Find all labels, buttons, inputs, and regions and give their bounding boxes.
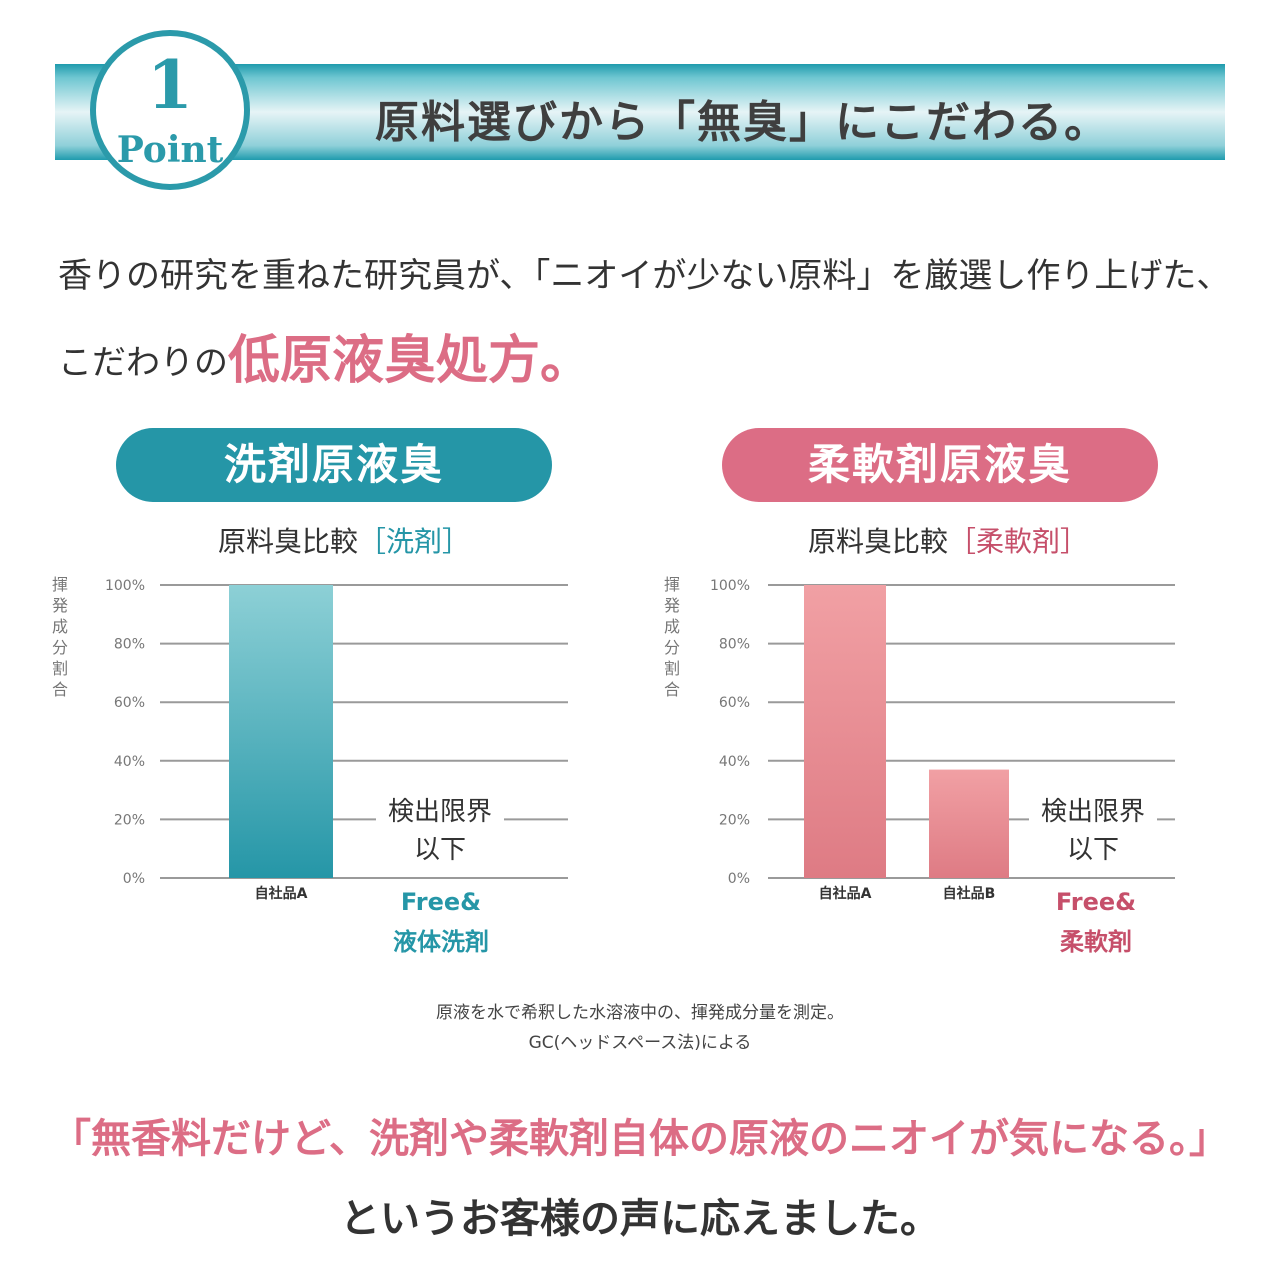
detergent-subtitle-accent: ［洗剤］ — [358, 525, 471, 558]
detergent-y-axis-label: 合 — [52, 680, 68, 699]
softener-annotation-bg — [1029, 790, 1157, 866]
point-number: 1 — [147, 46, 193, 124]
softener-subtitle-prefix: 原料臭比較 — [808, 525, 949, 558]
detergent-y-tick: 40% — [114, 754, 145, 770]
detergent-pill: 洗剤原液臭 — [116, 428, 552, 502]
softener-y-axis-label: 分 — [664, 638, 680, 657]
point-badge: 1 Point — [90, 30, 250, 190]
intro-line-2-prefix: こだわりの — [58, 343, 228, 383]
softener-category-label: 自社品A — [819, 885, 872, 902]
detergent-y-axis-label: 成 — [52, 617, 68, 636]
detergent-category-label: 自社品A — [255, 885, 308, 902]
softener-y-axis-label: 発 — [664, 596, 680, 615]
detergent-chart-subtitle: 原料臭比較［洗剤］ — [218, 520, 470, 560]
detergent-annotation: 以下 — [414, 835, 466, 865]
measurement-note-2: GC(ヘッドスペース法)による — [528, 1033, 752, 1053]
detergent-y-axis-label: 発 — [52, 596, 68, 615]
softener-y-axis-label: 合 — [664, 680, 680, 699]
softener-y-tick: 20% — [719, 812, 750, 828]
detergent-y-tick: 20% — [114, 812, 145, 828]
customer-quote: 「無香料だけど、洗剤や柔軟剤自体の原液のニオイが気になる。」 — [51, 1116, 1229, 1162]
detergent-y-axis-label: 割 — [52, 659, 68, 678]
banner-title: 原料選びから「無臭」にこだわる。 — [375, 97, 1111, 148]
detergent-y-axis-label: 揮 — [52, 575, 68, 594]
softener-subtitle-accent: ［柔軟剤］ — [948, 525, 1089, 558]
detergent-subtitle-prefix: 原料臭比較 — [218, 525, 359, 558]
softener-chart-subtitle: 原料臭比較［柔軟剤］ — [808, 520, 1088, 560]
intro-line-2: こだわりの低原液臭処方。 — [58, 318, 592, 393]
detergent-y-axis-label: 分 — [52, 638, 68, 657]
softener-y-axis-label: 割 — [664, 659, 680, 678]
detergent-bar — [229, 585, 333, 878]
title-banner — [55, 64, 1225, 160]
softener-y-tick: 100% — [710, 578, 750, 594]
softener-annotation: 以下 — [1067, 835, 1119, 865]
softener-y-axis-label: 成 — [664, 617, 680, 636]
detergent-y-tick: 0% — [123, 871, 145, 887]
softener-category-label: 自社品B — [943, 885, 996, 902]
softener-y-tick: 0% — [728, 871, 750, 887]
point-label: Point — [116, 129, 224, 171]
softener-product-label: Free& — [1056, 888, 1136, 916]
softener-annotation: 検出限界 — [1041, 797, 1145, 827]
detergent-annotation: 検出限界 — [388, 797, 492, 827]
softener-y-tick: 40% — [719, 754, 750, 770]
softener-y-axis-label: 揮 — [664, 575, 680, 594]
detergent-y-tick: 80% — [114, 637, 145, 653]
softener-product-label: 柔軟剤 — [1060, 928, 1132, 956]
detergent-product-label: Free& — [401, 888, 481, 916]
intro-highlight: 低原液臭処方。 — [228, 331, 593, 391]
softener-y-tick: 80% — [719, 637, 750, 653]
softener-bar — [929, 769, 1009, 878]
detergent-product-label: 液体洗剤 — [393, 928, 489, 956]
detergent-annotation-bg — [376, 790, 504, 866]
detergent-y-tick: 100% — [105, 578, 145, 594]
softener-y-tick: 60% — [719, 695, 750, 711]
softener-pill: 柔軟剤原液臭 — [722, 428, 1158, 502]
softener-bar — [804, 585, 886, 878]
intro-line-1: 香りの研究を重ねた研究員が、「ニオイが少ない原料」を厳選し作り上げた、 — [58, 256, 1231, 296]
closing-statement: というお客様の声に応えました。 — [340, 1196, 940, 1242]
detergent-y-tick: 60% — [114, 695, 145, 711]
measurement-note-1: 原液を水で希釈した水溶液中の、揮発成分量を測定。 — [436, 1003, 844, 1023]
